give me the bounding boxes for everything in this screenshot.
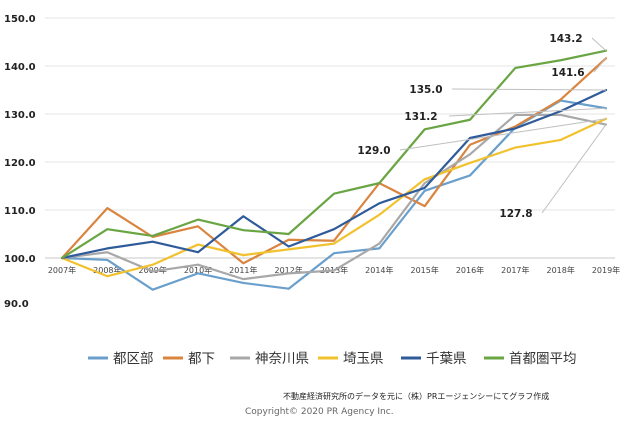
series-line	[60, 117, 608, 278]
source-note: 不動産経済研究所のデータを元に（株）PRエージェンシーにてグラフ作成	[283, 391, 549, 401]
series-line	[60, 49, 608, 260]
legend-label-chiba: 千葉県	[426, 351, 467, 367]
x-tick-label: 2016年	[456, 265, 484, 275]
y-tick-label: 90.0	[4, 299, 29, 310]
legend-item-tokubu: 都区部	[88, 351, 154, 367]
x-tick-label: 2008年	[93, 265, 121, 275]
legend-label-saitama: 埼玉県	[343, 351, 384, 367]
callout-leader	[399, 118, 607, 151]
callout-label: 143.2	[549, 33, 582, 45]
legend: 都区部 都下 神奈川県 埼玉県 千葉県 首都圏平均	[88, 351, 577, 367]
legend-label-tokubu: 都区部	[113, 351, 154, 367]
x-tick-label: 2018年	[546, 265, 574, 275]
legend-label-kanagawa: 神奈川県	[255, 351, 309, 367]
series-line	[60, 88, 608, 260]
legend-item-chiba: 千葉県	[401, 351, 467, 367]
legend-item-tokka: 都下	[163, 351, 215, 367]
legend-label-tokka: 都下	[188, 351, 215, 367]
y-axis-ticks: 90.0 100.0 110.0 120.0 130.0 140.0 150.0	[4, 14, 36, 310]
x-tick-label: 2010年	[184, 265, 212, 275]
callout-leader	[451, 88, 607, 91]
x-tick-label: 2015年	[410, 265, 438, 275]
x-tick-label: 2014年	[365, 265, 393, 275]
x-tick-label: 2007年	[48, 265, 76, 275]
y-tick-label: 120.0	[4, 158, 36, 169]
callout-label: 129.0	[357, 145, 390, 157]
x-tick-label: 2011年	[229, 265, 257, 275]
copyright-text: Copyright© 2020 PR Agency Inc.	[245, 407, 394, 417]
legend-item-saitama: 埼玉県	[318, 351, 384, 367]
y-tick-label: 100.0	[4, 254, 36, 265]
x-axis-ticks: 2007年 2008年 2009年 2010年 2011年 2012年 2013年 2014年…	[48, 265, 620, 275]
legend-item-kanagawa: 神奈川県	[230, 351, 309, 367]
callout-leader	[541, 124, 607, 214]
x-tick-label: 2012年	[274, 265, 302, 275]
callout-label: 131.2	[404, 111, 437, 123]
callout-leader	[593, 57, 607, 73]
y-tick-label: 150.0	[4, 14, 36, 25]
legend-label-metro-avg: 首都圏平均	[509, 351, 577, 367]
callouts: 143.2 141.6 135.0 131.2 129.0 127.8	[357, 33, 607, 220]
series-lines	[60, 49, 608, 291]
callout-leader	[448, 107, 607, 117]
y-tick-label: 140.0	[4, 62, 36, 73]
legend-item-metro-avg: 首都圏平均	[484, 351, 577, 367]
callout-label: 135.0	[409, 84, 442, 96]
callout-leader	[591, 37, 607, 52]
y-tick-label: 110.0	[4, 206, 36, 217]
x-tick-label: 2019年	[592, 265, 620, 275]
x-tick-label: 2017年	[501, 265, 529, 275]
gridlines	[45, 17, 615, 259]
y-tick-label: 130.0	[4, 110, 36, 121]
callout-label: 127.8	[499, 208, 532, 220]
callout-label: 141.6	[551, 67, 584, 79]
x-tick-label: 2009年	[138, 265, 166, 275]
series-line	[60, 113, 608, 281]
